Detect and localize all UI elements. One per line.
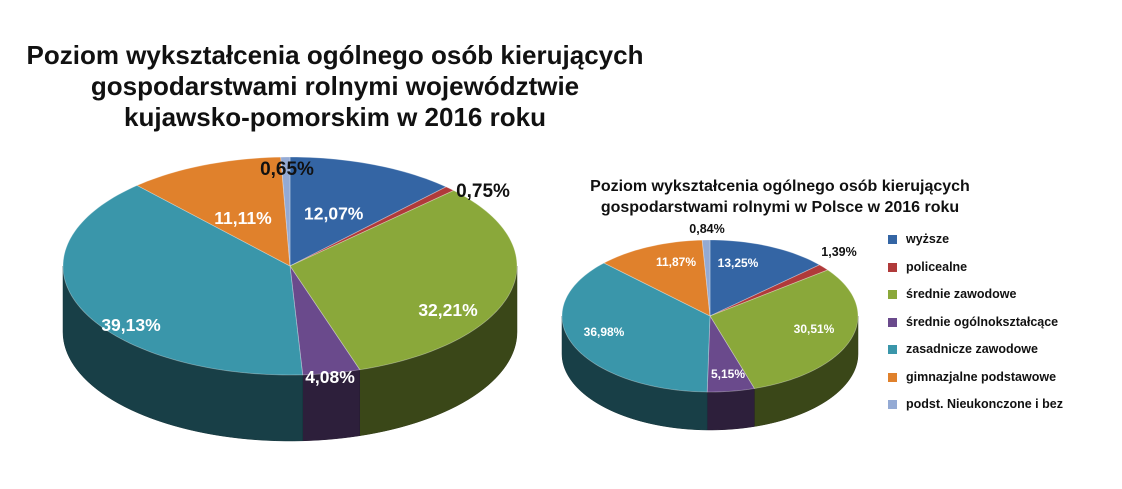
chart-title-polska: Poziom wykształcenia ogólnego osób kieru… [560, 176, 1000, 218]
pie-slice-6 [280, 156, 291, 267]
legend-swatch [888, 400, 897, 409]
legend-label: zasadnicze zawodowe [906, 342, 1038, 356]
chart-title-line: Poziom wykształcenia ogólnego osób kieru… [26, 40, 644, 70]
legend-label: gimnazjalne podstawowe [906, 369, 1057, 384]
chart-title-kujawsko-pomorskie: Poziom wykształcenia ogólnego osób kieru… [20, 40, 650, 133]
pie-slice-4 [62, 184, 304, 376]
chart-title-line: gospodarstwami rolnymi w Polsce w 2016 r… [600, 199, 960, 216]
pie-data-label-1: 0,75% [456, 181, 510, 202]
pie-data-label-5: 11,87% [656, 255, 696, 269]
pie-data-label-3: 4,08% [305, 367, 355, 387]
chart-legend: wyższe policealne średnie zawodowe średn… [886, 232, 1116, 425]
legend-item: podst. Nieukonczone i bez [886, 397, 1116, 425]
pie-data-label-6: 0,65% [260, 159, 314, 180]
legend-item: średnie zawodowe [886, 287, 1116, 315]
legend-swatch [888, 290, 897, 299]
pie-slice-4 [561, 262, 711, 393]
pie-data-label-2: 32,21% [418, 300, 478, 320]
pie-data-label-4: 39,13% [101, 315, 161, 335]
pie-data-label-4: 36,98% [584, 325, 625, 339]
pie-slice-0 [289, 156, 448, 267]
legend-label: policealne [906, 259, 968, 274]
pie-slice-side-4 [62, 265, 303, 442]
pie-slice-6 [701, 239, 711, 317]
pie-slice-2 [289, 190, 518, 371]
pie-chart-polska: 13,25% 1,39% 30,51% 5,15% 36,98% 11,87% 0,84% [561, 222, 859, 431]
pie-chart-kujawsko-pomorskie: 12,07% 0,75% 32,21% 4,08% 39,13% 11,11% 0,65% [62, 156, 518, 442]
legend-swatch [888, 235, 897, 244]
legend-item: zasadnicze zawodowe [886, 342, 1116, 370]
legend-item: policealne [886, 260, 1116, 288]
pie-slice-0 [709, 239, 821, 317]
pie-slice-1 [289, 186, 455, 267]
pie-data-label-0: 12,07% [304, 204, 364, 224]
pie-slice-5 [136, 156, 291, 267]
legend-item: wyższe [886, 232, 1116, 260]
legend-label: średnie zawodowe [906, 287, 1017, 301]
pie-slice-side-3 [706, 388, 755, 431]
pie-data-label-2: 30,51% [794, 322, 835, 336]
pie-data-labels: 12,07% 0,75% 32,21% 4,08% 39,13% 11,11% 0,65% [101, 159, 510, 387]
pie-slices [62, 156, 518, 376]
legend-swatch [888, 317, 897, 327]
pie-side-walls [561, 315, 859, 431]
legend-label: podst. Nieukonczone i bez [906, 397, 1063, 411]
pie-data-label-6: 0,84% [689, 222, 724, 236]
pie-slice-3 [289, 265, 361, 376]
pie-slice-2 [709, 269, 859, 389]
pie-data-label-3: 5,15% [711, 367, 745, 381]
pie-data-label-5: 11,11% [214, 208, 272, 228]
pie-slice-3 [706, 314, 756, 393]
legend-swatch [888, 345, 897, 354]
pie-slices [561, 239, 859, 393]
legend-swatch [888, 372, 897, 382]
chart-title-line: Poziom wykształcenia ogólnego osób kieru… [590, 178, 970, 195]
pie-data-labels: 13,25% 1,39% 30,51% 5,15% 36,98% 11,87% 0,84% [584, 222, 857, 381]
chart-title-line: kujawsko-pomorskim w 2016 roku [124, 102, 546, 132]
pie-data-label-1: 1,39% [821, 245, 856, 259]
legend-item: średnie ogólnokształcące [886, 315, 1116, 343]
legend-label: średnie ogólnokształcące [906, 314, 1059, 329]
pie-slice-5 [603, 239, 711, 317]
pie-side-walls [62, 265, 518, 442]
legend-swatch [888, 262, 897, 272]
pie-data-label-0: 13,25% [718, 256, 759, 270]
legend-item: gimnazjalne podstawowe [886, 370, 1116, 398]
pie-slice-1 [709, 264, 829, 317]
chart-title-line: gospodarstwami rolnymi województwie [90, 71, 580, 101]
legend-label: wyższe [906, 232, 950, 246]
